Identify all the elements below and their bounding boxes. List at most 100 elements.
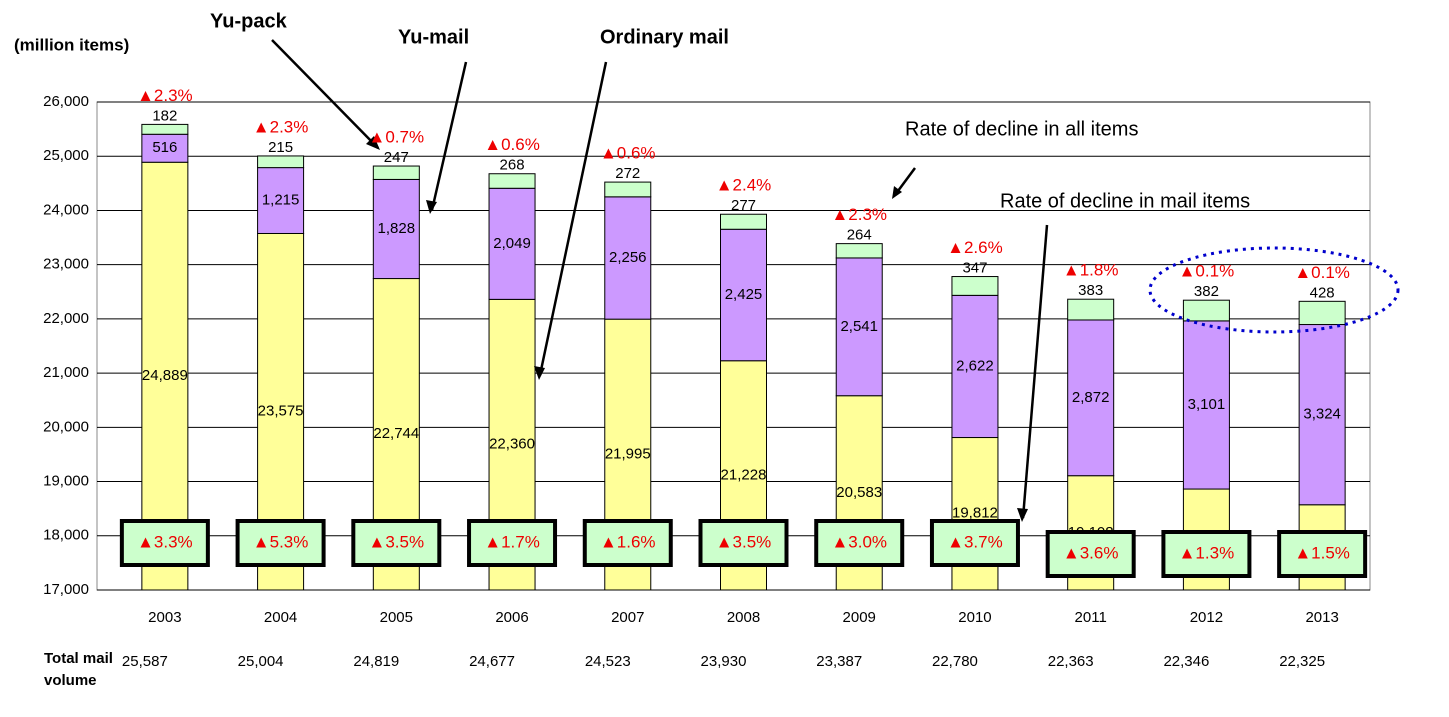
value-label: 3,101 (1188, 396, 1226, 413)
bar-segment (720, 228, 767, 362)
bar-segment (951, 294, 999, 439)
value-label: 382 (1194, 283, 1219, 300)
bar-segment (141, 161, 189, 591)
total-value: 25,587 (122, 653, 168, 670)
yu-mail-label: Yu-mail (398, 26, 469, 48)
mail-decline: ▲3.5% (716, 532, 772, 551)
all-decline: ▲2.4% (716, 176, 772, 195)
all-decline: ▲0.6% (484, 135, 540, 154)
x-tick-label: 2010 (958, 609, 991, 626)
value-label: 22,360 (489, 436, 535, 453)
value-label: 2,872 (1072, 389, 1110, 406)
arrow (538, 61, 608, 376)
value-label: 215 (268, 139, 293, 156)
bar-segment (257, 167, 305, 234)
value-label: 247 (384, 149, 409, 166)
bar-segment (141, 123, 189, 135)
bar-segment (372, 165, 420, 180)
all-decline: ▲2.3% (253, 117, 309, 136)
y-tick-label: 26,000 (43, 93, 89, 110)
highlight-ellipse (1148, 246, 1400, 334)
all-decline: ▲0.6% (600, 144, 656, 163)
value-label: 272 (615, 165, 640, 182)
mail-decline-box (814, 519, 905, 567)
mail-decline-box (1277, 530, 1368, 578)
mail-decline-box (698, 519, 789, 567)
y-tick-label: 21,000 (43, 364, 89, 381)
bar-segment (951, 276, 999, 296)
value-label: 268 (500, 157, 525, 174)
mail-decline-box (1161, 530, 1252, 578)
mail-decline: ▲1.7% (484, 532, 540, 551)
total-value: 22,325 (1279, 653, 1325, 670)
value-label: 1,828 (378, 220, 416, 237)
arrow (271, 39, 379, 149)
value-label: 182 (152, 107, 177, 124)
arrowhead (1017, 508, 1028, 522)
value-label: 516 (152, 139, 177, 156)
arrowhead (892, 186, 902, 199)
x-tick-label: 2012 (1190, 609, 1223, 626)
bar-segment (835, 257, 883, 397)
y-tick-label: 22,000 (43, 310, 89, 327)
bar-segment (1067, 298, 1115, 321)
bar-segment (1182, 320, 1230, 490)
mail-decline: ▲3.5% (369, 532, 425, 551)
value-label: 22,744 (373, 425, 419, 442)
value-label: 23,575 (258, 403, 304, 420)
value-label: 277 (731, 197, 756, 214)
mail-decline-box (467, 519, 558, 567)
total-value: 24,819 (353, 653, 399, 670)
value-label: 2,049 (493, 235, 531, 252)
x-tick-label: 2004 (264, 609, 297, 626)
x-tick-label: 2006 (495, 609, 528, 626)
bar-segment (372, 178, 420, 280)
x-tick-label: 2003 (148, 609, 181, 626)
mail-decline: ▲1.6% (600, 532, 656, 551)
x-tick-label: 2007 (611, 609, 644, 626)
bar-segment (1298, 324, 1346, 506)
y-tick-label: 19,000 (43, 473, 89, 490)
total-value: 22,346 (1163, 653, 1209, 670)
arrowhead (534, 366, 545, 380)
y-tick-label: 17,000 (43, 581, 89, 598)
bar-segment (1067, 319, 1115, 477)
mail-decline: ▲3.0% (831, 532, 887, 551)
bar-segment (257, 155, 305, 169)
value-label: 264 (847, 227, 872, 244)
bar-segment (604, 181, 652, 198)
total-value: 25,004 (238, 653, 284, 670)
mail-decline: ▲5.3% (253, 532, 309, 551)
all-decline: ▲2.6% (947, 238, 1003, 257)
value-label: 19,812 (952, 505, 998, 522)
value-label: 428 (1310, 284, 1335, 301)
y-tick-label: 20,000 (43, 418, 89, 435)
mail-decline-box (1045, 530, 1136, 578)
x-tick-label: 2013 (1305, 609, 1338, 626)
all-decline: ▲2.3% (831, 205, 887, 224)
mail-decline-box (582, 519, 673, 567)
value-label: 24,889 (142, 367, 188, 384)
mail-decline-box (351, 519, 442, 567)
arrow (1021, 224, 1049, 519)
all-decline: ▲0.1% (1179, 262, 1235, 281)
bar-segment (488, 173, 536, 189)
arrowhead (426, 200, 437, 214)
mail-decline: ▲1.5% (1294, 543, 1350, 562)
total-value: 22,780 (932, 653, 978, 670)
all-decline: ▲0.1% (1294, 263, 1350, 282)
mail-decline-box (235, 519, 326, 567)
value-label: 20,583 (836, 484, 882, 501)
y-tick-label: 24,000 (43, 201, 89, 218)
value-label: 383 (1078, 282, 1103, 299)
mail-decline: ▲1.3% (1179, 543, 1235, 562)
value-label: 21,995 (605, 446, 651, 463)
totals-label: Total mail volume (44, 650, 113, 689)
bar-segment (1182, 299, 1230, 322)
value-label: 21,228 (721, 466, 767, 483)
yu-pack-label: Yu-pack (210, 10, 288, 32)
bar-segment (604, 196, 652, 320)
ordinary-label: Ordinary mail (600, 26, 729, 48)
